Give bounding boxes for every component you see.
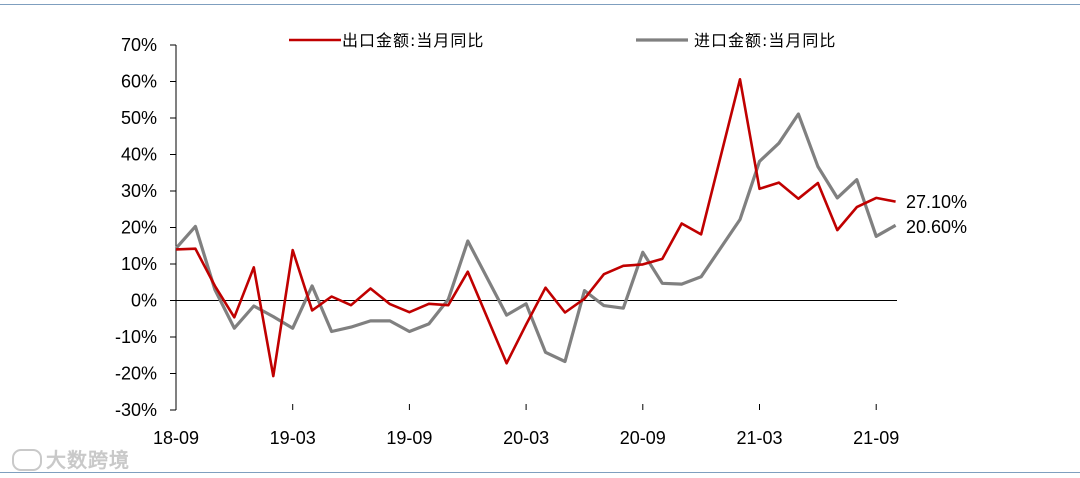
frame-top-rule <box>0 4 1080 5</box>
y-tick-label: 60% <box>121 72 157 92</box>
x-tick-label: 20-03 <box>503 428 549 448</box>
series-line-export <box>175 78 896 378</box>
y-tick-label: 0% <box>131 291 157 311</box>
y-tick-label: -20% <box>115 364 157 384</box>
frame-bottom-rule <box>0 472 1080 473</box>
watermark: 大数跨境 <box>12 444 130 473</box>
watermark-text: 大数跨境 <box>46 448 130 472</box>
legend-label-export: 出口金额:当月同比 <box>342 31 484 50</box>
legend-label-import: 进口金额:当月同比 <box>694 31 836 50</box>
x-tick-label: 21-03 <box>736 428 782 448</box>
x-tick-label: 19-09 <box>386 428 432 448</box>
x-tick-label: 18-09 <box>153 428 199 448</box>
y-tick-label: 20% <box>121 218 157 238</box>
end-value-label-export: 27.10% <box>906 192 967 212</box>
x-tick-label: 19-03 <box>270 428 316 448</box>
x-tick-label: 21-09 <box>853 428 899 448</box>
y-tick-label: 30% <box>121 181 157 201</box>
legend: 出口金额:当月同比 进口金额:当月同比 <box>289 31 836 50</box>
y-tick-label: -30% <box>115 400 157 420</box>
y-tick-label: -10% <box>115 327 157 347</box>
watermark-logo-icon <box>12 448 42 471</box>
end-value-label-import: 20.60% <box>906 217 967 237</box>
y-tick-label: 50% <box>121 108 157 128</box>
x-tick-label: 20-09 <box>620 428 666 448</box>
y-tick-label: 40% <box>121 145 157 165</box>
series-line-import <box>174 112 897 364</box>
axes: -30% -20% -10% 0% 10% 20% 30% 40% 50% 60% 70% 18-09… <box>115 35 899 448</box>
series-layer <box>174 78 897 378</box>
end-labels: 27.10% 20.60% <box>906 192 967 237</box>
y-tick-label: 10% <box>121 254 157 274</box>
y-tick-label: 70% <box>121 35 157 55</box>
